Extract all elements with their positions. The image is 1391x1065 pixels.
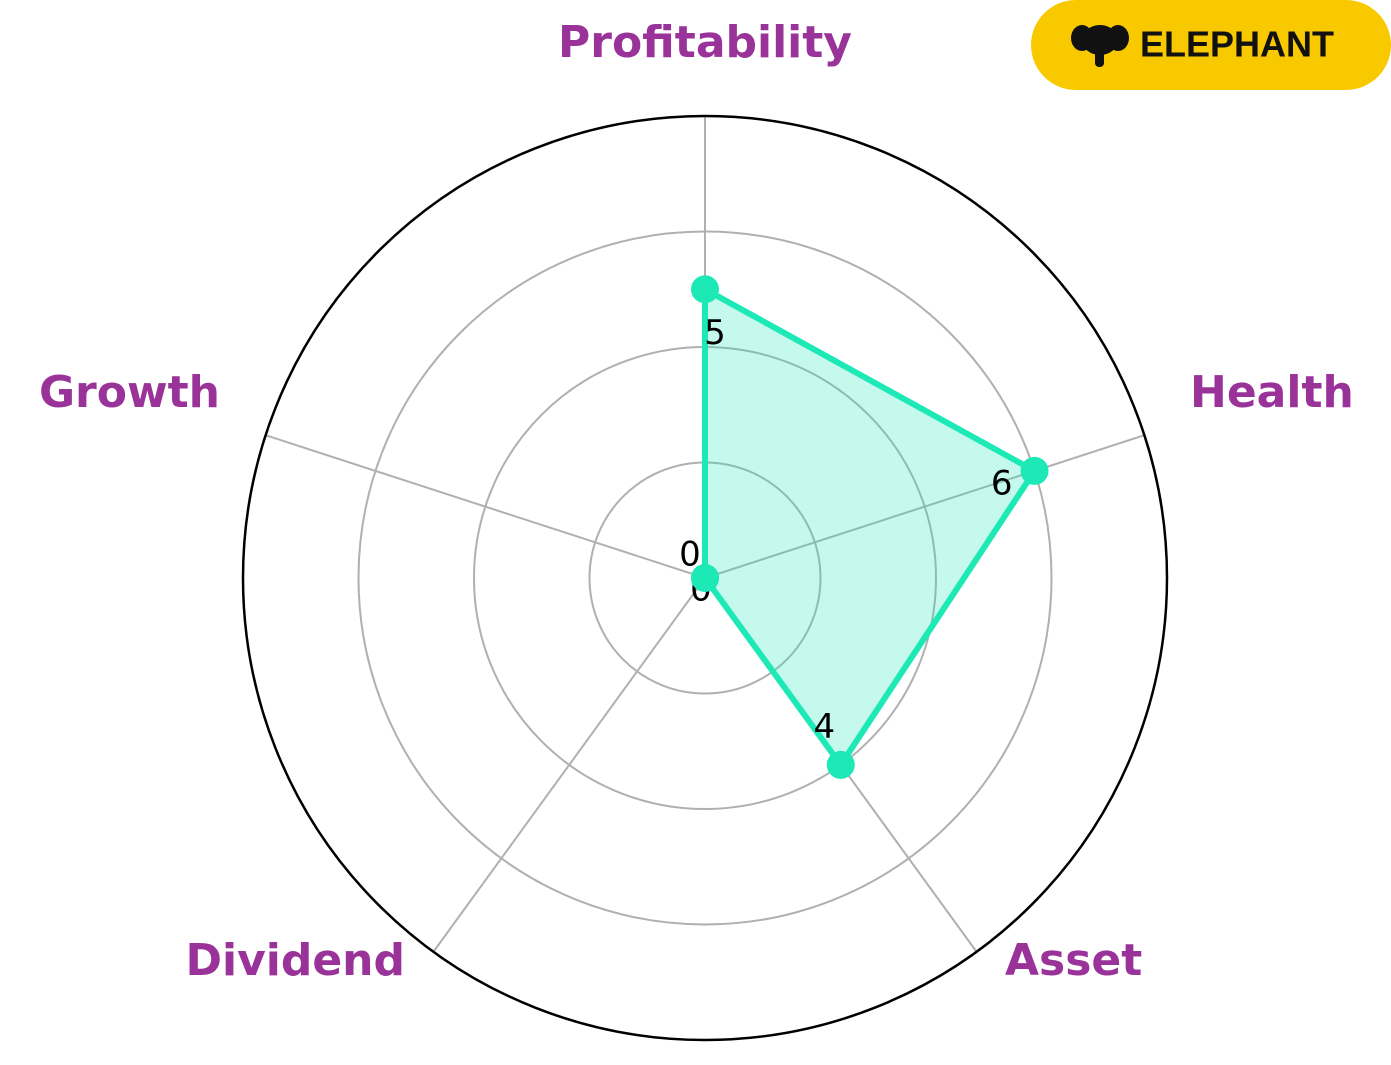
value-label: 5 [704,313,726,353]
category-label: Health [1190,367,1354,418]
value-label: 0 [679,535,701,575]
plot: 56400ProfitabilityHealthAssetDividendGro… [39,17,1354,1042]
category-label: Asset [1005,935,1142,986]
grid-ring [357,230,1053,926]
category-label: Profitability [558,17,852,68]
logo-text: ELEPHANT [1140,24,1334,65]
category-label: Dividend [185,935,405,986]
logo-icon [1071,25,1129,67]
area [705,289,1035,765]
point [826,750,855,779]
value-label: 6 [991,463,1013,503]
category-label: Growth [39,367,220,418]
point [691,275,719,304]
point [691,564,719,592]
outer-ring [241,114,1169,1042]
logo-badge [1031,0,1391,90]
point [1020,456,1049,485]
value-label: 4 [814,707,836,747]
logo: ELEPHANT [1031,0,1391,90]
